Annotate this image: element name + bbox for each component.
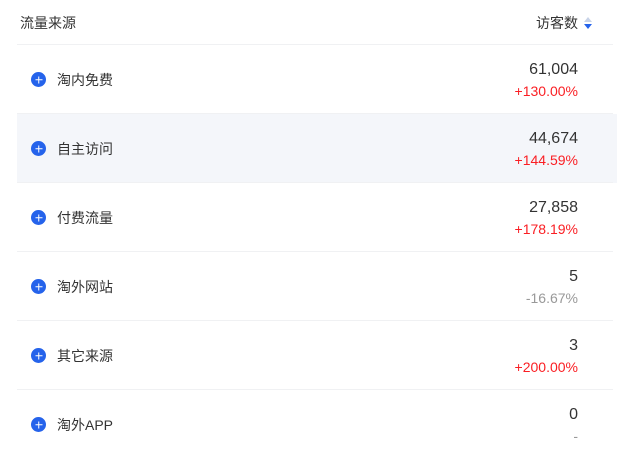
- column-header-visitors-label: 访客数: [536, 14, 578, 31]
- sort-caret-down-icon: [583, 23, 592, 29]
- table-row: 淘内免费 61,004 +130.00%: [0, 45, 623, 114]
- expand-plus-icon[interactable]: [31, 417, 46, 432]
- table-header: 流量来源 访客数: [0, 0, 623, 45]
- change-percent: +200.00%: [514, 358, 578, 375]
- table-row: 自主访问 44,674 +144.59%: [0, 114, 623, 183]
- change-percent: +130.00%: [514, 82, 578, 99]
- table-body: 淘内免费 61,004 +130.00% 自主访问 44,674 +144.59…: [0, 45, 623, 451]
- table-row: 付费流量 27,858 +178.19%: [0, 183, 623, 252]
- row-source-cell: 淘内免费: [31, 70, 113, 90]
- row-visitors-cell: 61,004 +130.00%: [515, 59, 578, 101]
- visitor-count: 44,674: [529, 129, 578, 147]
- row-source-cell: 淘外APP: [31, 415, 113, 435]
- row-source-cell: 淘外网站: [31, 277, 113, 297]
- visitor-count: 3: [569, 336, 578, 354]
- row-visitors-cell: 5 -16.67%: [526, 266, 578, 308]
- source-name: 其它来源: [57, 347, 113, 364]
- column-header-visitors[interactable]: 访客数: [536, 13, 592, 33]
- expand-plus-icon[interactable]: [31, 72, 46, 87]
- visitor-count: 61,004: [529, 60, 578, 78]
- expand-plus-icon[interactable]: [31, 141, 46, 156]
- sort-icon[interactable]: [583, 16, 592, 29]
- source-name: 淘内免费: [57, 71, 113, 88]
- table-row: 淘外APP 0 -: [0, 390, 623, 451]
- visitor-count: 27,858: [529, 198, 578, 216]
- change-percent: -: [573, 427, 578, 444]
- row-source-cell: 其它来源: [31, 346, 113, 366]
- change-percent: +178.19%: [514, 220, 578, 237]
- expand-plus-icon[interactable]: [31, 348, 46, 363]
- expand-plus-icon[interactable]: [31, 210, 46, 225]
- row-source-cell: 付费流量: [31, 208, 113, 228]
- visitor-count: 5: [569, 267, 578, 285]
- source-name: 淘外网站: [57, 278, 113, 295]
- source-name: 付费流量: [57, 209, 113, 226]
- row-source-cell: 自主访问: [31, 139, 113, 159]
- source-name: 淘外APP: [57, 416, 114, 433]
- source-name: 自主访问: [57, 140, 113, 157]
- expand-plus-icon[interactable]: [31, 279, 46, 294]
- visitor-count: 0: [569, 405, 578, 423]
- row-visitors-cell: 3 +200.00%: [515, 335, 578, 377]
- row-visitors-cell: 0 -: [569, 404, 578, 446]
- change-percent: +144.59%: [514, 151, 578, 168]
- table-row: 淘外网站 5 -16.67%: [0, 252, 623, 321]
- change-percent: -16.67%: [525, 289, 578, 306]
- column-header-traffic-source: 流量来源: [20, 14, 76, 31]
- row-visitors-cell: 44,674 +144.59%: [515, 128, 578, 170]
- sort-caret-up-icon: [583, 16, 592, 22]
- row-visitors-cell: 27,858 +178.19%: [515, 197, 578, 239]
- table-row: 其它来源 3 +200.00%: [0, 321, 623, 390]
